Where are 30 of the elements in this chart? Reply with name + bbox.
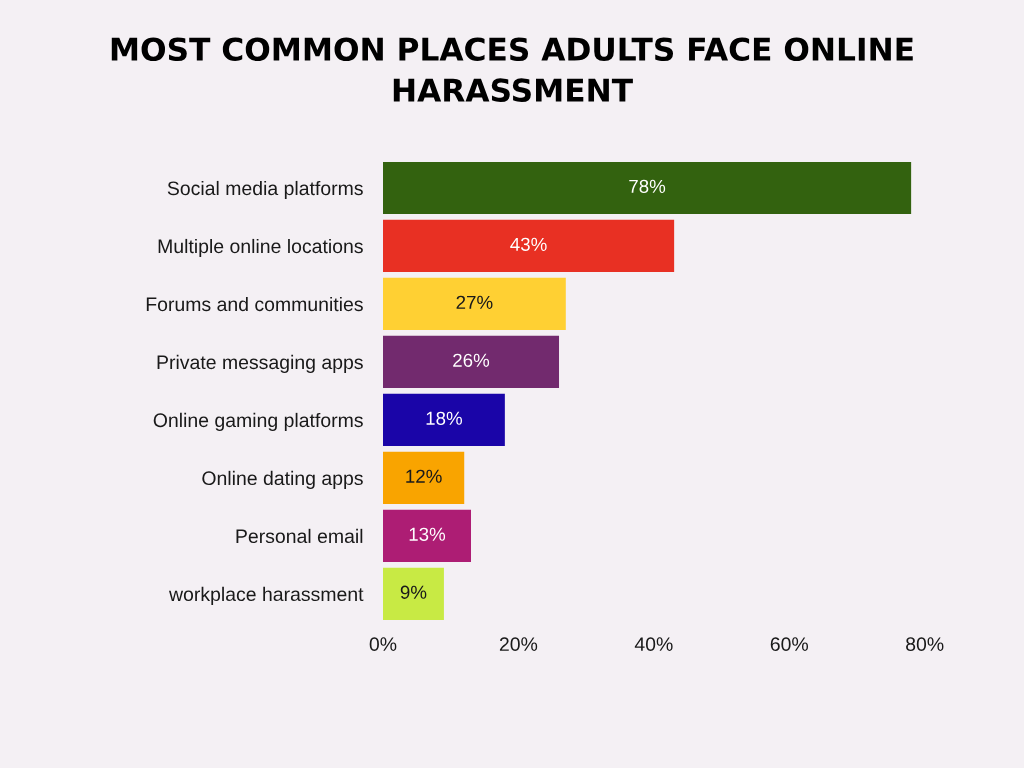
y-tick-label: Multiple online locations	[158, 238, 363, 258]
bar	[382, 451, 465, 504]
x-tick-label: 0%	[369, 637, 397, 652]
y-tick-label: Online gaming platforms	[153, 412, 363, 431]
bar	[382, 277, 566, 331]
data-label: 12%	[406, 469, 442, 483]
y-tick-label: Personal email	[236, 528, 363, 544]
data-label: 13%	[409, 527, 446, 541]
data-label: 9%	[400, 585, 427, 599]
bar	[382, 567, 444, 620]
chart-title: MOST COMMON PLACES ADULTS FACE ONLINE HARASSMENT	[111, 37, 913, 102]
y-tick-label: Social media platforms	[167, 180, 363, 200]
bar	[382, 335, 560, 389]
y-tick-label: workplace harassment	[168, 586, 364, 605]
bar	[382, 161, 912, 215]
x-tick-label: 80%	[906, 637, 944, 652]
bar	[382, 219, 675, 273]
data-label: 43%	[510, 237, 547, 251]
bar	[382, 509, 471, 562]
y-tick-label: Forums and communities	[146, 296, 363, 312]
data-label: 26%	[453, 353, 490, 367]
x-tick-label: 60%	[770, 637, 809, 652]
y-tick-label: Online dating apps	[202, 470, 363, 489]
data-label: 78%	[629, 179, 666, 193]
data-label: 27%	[456, 295, 493, 309]
bar	[382, 393, 505, 446]
y-tick-label: Private messaging apps	[157, 354, 363, 373]
x-tick-label: 40%	[634, 637, 673, 652]
x-tick-label: 20%	[499, 637, 538, 652]
data-label: 18%	[426, 411, 463, 425]
